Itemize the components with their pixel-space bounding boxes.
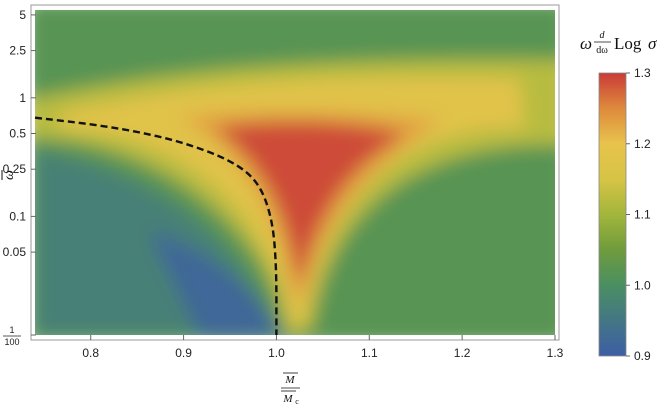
colorbar-tick-label-3: 1.0 [634,278,651,292]
y-tick-label-6: 0.05 [3,245,27,259]
colorbar-title-func: Log [614,34,642,53]
y-tick-label-4: 0.25 [3,162,27,176]
x-axis-ticks: 0.8 0.9 1.0 1.1 1.2 1.3 [82,335,564,360]
colorbar-tick-label-2: 1.1 [634,208,651,222]
colorbar-tick-label-4: 0.9 [634,349,651,363]
x-axis-label-subscript: c [295,397,299,406]
x-tick-label-0: 0.8 [82,346,99,360]
x-axis-label-numerator: M [284,374,295,386]
y-tick-label-7-numerator: 1 [9,325,14,335]
colorbar-title-var: σ [648,34,657,53]
colorbar-title-frac-den: dω [596,45,608,56]
y-tick-label-1: 2.5 [9,44,26,58]
x-tick-label-3: 1.1 [361,346,378,360]
x-tick-label-2: 1.0 [268,346,285,360]
colorbar-tick-label-0: 1.3 [634,66,651,80]
y-tick-label-7-denominator: 100 [4,337,19,347]
colorbar [598,72,627,357]
heatmap-region-5 [215,121,405,280]
colorbar-title: ω d dω Log σ [580,30,657,56]
y-tick-label-5: 0.1 [9,209,26,223]
x-axis-label-denominator: M [282,393,293,405]
heatmap-region-7 [150,230,281,335]
x-axis-label: M M c [281,372,300,406]
colorbar-tick-label-1: 1.2 [634,137,651,151]
critical-curve [34,116,278,335]
x-tick-label-5: 1.3 [547,346,564,360]
colorbar-ticks: 1.3 1.2 1.1 1.0 0.9 [626,66,651,363]
y-tick-label-0: 5 [19,8,26,22]
y-tick-label-3: 0.5 [9,127,26,141]
y-tick-label-2: 1 [19,91,26,105]
x-tick-label-4: 1.2 [454,346,471,360]
y-axis-label-text: ω [2,170,17,180]
y-axis-label: ω [1,170,17,180]
heatmap-field [35,10,555,335]
colorbar-title-frac-num: d [600,30,606,41]
colorbar-title-prefix: ω [580,34,592,53]
y-axis-ticks: 5 2.5 1 0.5 0.25 0.1 0.05 1 100 [3,8,36,347]
x-tick-label-1: 0.9 [175,346,192,360]
